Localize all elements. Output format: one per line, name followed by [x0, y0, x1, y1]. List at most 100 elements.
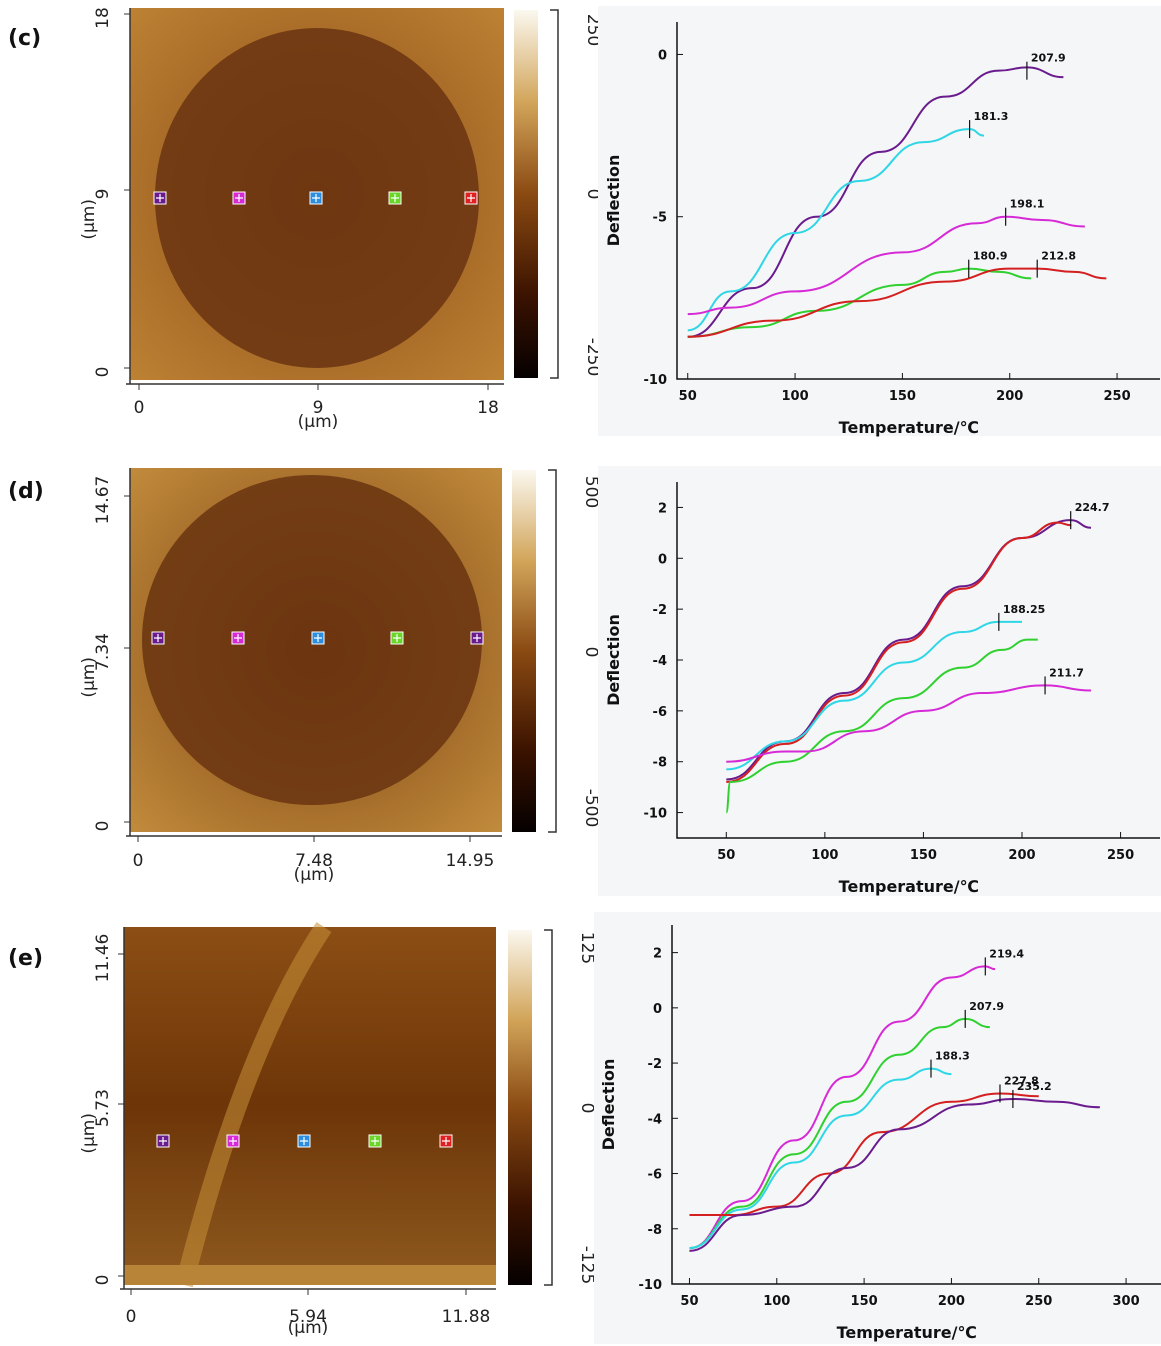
afm-x-tick: 0 [133, 851, 144, 871]
afm-x-tick: 14.95 [446, 851, 495, 871]
plot-axes [676, 482, 1160, 839]
y-axis-title: Deflection [604, 614, 623, 706]
afm-y-unit: (µm) [79, 657, 99, 698]
afm-y-tick: 0 [93, 1275, 113, 1286]
panel-label: (e) [8, 946, 43, 971]
panel-label: (d) [8, 479, 44, 504]
y-tick-label: -6 [653, 705, 667, 720]
x-tick-label: 150 [910, 848, 937, 863]
x-tick-label: 250 [1103, 389, 1130, 404]
x-tick-label: 200 [996, 389, 1023, 404]
colorbar [508, 930, 532, 1285]
x-axis-title: Temperature/℃ [839, 877, 979, 896]
afm-marker-cross [154, 634, 162, 642]
afm-y-unit: (µm) [79, 199, 99, 240]
x-tick-label: 150 [851, 1294, 878, 1309]
colorbar-tick: 0 [583, 189, 603, 200]
afm-y-tick: 18 [93, 7, 113, 29]
afm-y-tick: 14.67 [93, 476, 113, 525]
series-line-purple [689, 1097, 1100, 1252]
x-tick-label: 50 [717, 848, 735, 863]
series-line-cyan [726, 620, 1022, 771]
afm-x-tick: 9 [313, 398, 324, 418]
x-tick-label: 100 [811, 848, 838, 863]
afm-y-tick: 7.34 [93, 633, 113, 671]
afm-axes [126, 8, 504, 385]
afm-marker-cross [235, 194, 243, 202]
afm-x-tick: 18 [477, 398, 499, 418]
y-tick-label: -4 [653, 654, 667, 669]
series-line-magenta [687, 215, 1085, 316]
colorbar [512, 470, 536, 832]
peak-label: 198.1 [1010, 198, 1045, 211]
series-line-green [687, 267, 1032, 338]
afm-x-tick: 7.48 [295, 851, 333, 871]
plot-background [594, 912, 1161, 1344]
afm-marker-cross [442, 1137, 450, 1145]
y-tick-label: -10 [644, 373, 668, 388]
peak-label: 188.25 [1003, 603, 1045, 616]
series-line-green [725, 638, 1038, 814]
afm-ridge [175, 922, 332, 1288]
series-line-red [689, 1092, 1039, 1216]
peak-label: 207.9 [969, 1000, 1004, 1013]
panel-2: (e)11.465.730(µm)05.9411.88(µm)1250-125(… [8, 912, 1161, 1344]
plot-background [598, 6, 1161, 436]
peak-label: 181.3 [974, 110, 1009, 123]
colorbar-tick: 0 [581, 647, 601, 658]
series-line-cyan [689, 1067, 952, 1250]
afm-bottom-band [124, 1265, 496, 1285]
afm-x-tick: 0 [134, 398, 145, 418]
x-tick-label: 200 [1008, 848, 1035, 863]
series-line-purple [687, 66, 1064, 338]
x-tick-label: 150 [889, 389, 916, 404]
afm-marker-cross [314, 634, 322, 642]
plot-background [598, 466, 1161, 896]
afm-y-tick: 0 [93, 367, 113, 378]
x-axis-title: Temperature/℃ [839, 418, 979, 437]
colorbar-tick: -125 [577, 1246, 597, 1285]
afm-x-tick: 11.88 [442, 1307, 491, 1327]
afm-marker-cross [156, 194, 164, 202]
y-tick-label: -6 [648, 1168, 662, 1183]
peak-label: 180.9 [973, 250, 1008, 263]
colorbar-tick: -500 [581, 789, 601, 828]
y-tick-label: -4 [648, 1112, 662, 1127]
afm-x-unit: (µm) [298, 412, 339, 432]
peak-label: 224.7 [1075, 501, 1110, 514]
y-tick-label: 0 [658, 552, 667, 567]
peak-label: 211.7 [1049, 666, 1084, 679]
afm-y-tick: 5.73 [93, 1089, 113, 1127]
y-tick-label: -10 [644, 807, 668, 822]
afm-marker-cross [300, 1137, 308, 1145]
y-tick-label: 2 [653, 947, 662, 962]
y-axis-title: Deflection [599, 1059, 618, 1151]
series-line-cyan [687, 128, 985, 332]
y-tick-label: -2 [648, 1057, 662, 1072]
afm-x-tick: 5.94 [289, 1307, 327, 1327]
afm-marker-cross [393, 634, 401, 642]
y-tick-label: -8 [648, 1223, 662, 1238]
series-line-green [689, 1017, 990, 1250]
peak-label: 219.4 [989, 947, 1024, 960]
x-tick-label: 100 [763, 1294, 790, 1309]
x-axis-title: Temperature/℃ [837, 1323, 977, 1342]
colorbar-tick: 0 [577, 1103, 597, 1114]
panel-label: (c) [8, 26, 41, 51]
afm-x-unit: (µm) [294, 865, 335, 885]
afm-marker-cross [467, 194, 475, 202]
colorbar-axis [550, 9, 559, 379]
y-axis-title: Deflection [604, 155, 623, 247]
afm-background [124, 927, 496, 1285]
panel-1: (d)14.677.340(µm)07.4814.95(µm)5000-500(… [8, 466, 1161, 896]
afm-marker-cross [371, 1137, 379, 1145]
afm-marker-cross [473, 634, 481, 642]
x-tick-label: 50 [680, 1294, 698, 1309]
colorbar-tick: 125 [577, 932, 597, 964]
afm-marker-cross [312, 194, 320, 202]
colorbar-axis [548, 469, 557, 833]
